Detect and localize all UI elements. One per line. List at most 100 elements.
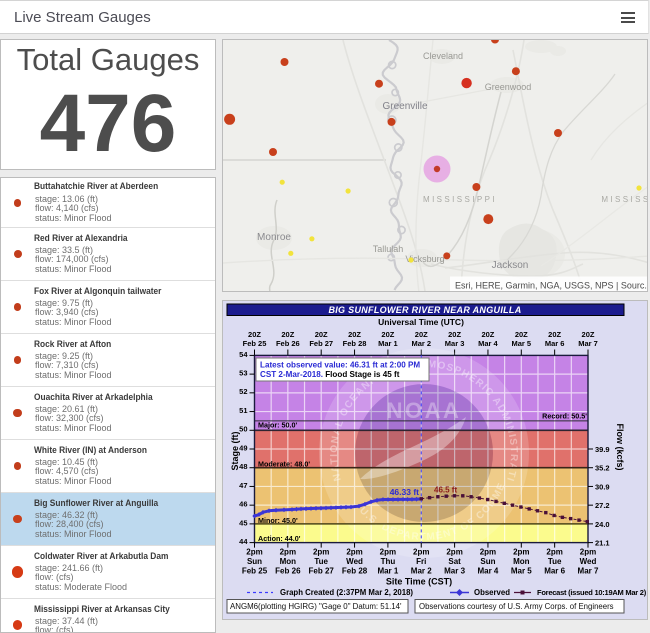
svg-text:Mar 2: Mar 2 bbox=[411, 567, 432, 576]
svg-text:20Z: 20Z bbox=[548, 330, 561, 339]
svg-text:BIG SUNFLOWER RIVER NEAR ANGUI: BIG SUNFLOWER RIVER NEAR ANGUILLA bbox=[328, 305, 521, 315]
svg-text:45: 45 bbox=[239, 518, 247, 527]
svg-text:Sun: Sun bbox=[480, 557, 495, 566]
svg-text:48: 48 bbox=[239, 462, 247, 471]
svg-text:2pm: 2pm bbox=[446, 548, 462, 557]
svg-text:Feb 28: Feb 28 bbox=[342, 567, 368, 576]
svg-text:Monroe: Monroe bbox=[257, 232, 291, 243]
svg-text:Tallulah: Tallulah bbox=[373, 244, 404, 254]
svg-text:Observed: Observed bbox=[474, 588, 510, 597]
svg-text:20Z: 20Z bbox=[582, 330, 595, 339]
svg-text:Feb 26: Feb 26 bbox=[276, 339, 300, 348]
svg-text:Feb 27: Feb 27 bbox=[309, 567, 335, 576]
svg-text:Feb 26: Feb 26 bbox=[275, 567, 301, 576]
svg-text:20Z: 20Z bbox=[348, 330, 361, 339]
svg-text:2pm: 2pm bbox=[546, 548, 562, 557]
svg-text:Greenwood: Greenwood bbox=[485, 82, 532, 92]
svg-text:Fri: Fri bbox=[416, 557, 426, 566]
svg-text:46.5 ft: 46.5 ft bbox=[434, 486, 457, 495]
svg-text:49: 49 bbox=[239, 443, 247, 452]
svg-text:20Z: 20Z bbox=[315, 330, 328, 339]
svg-text:Sat: Sat bbox=[448, 557, 461, 566]
svg-text:Mon: Mon bbox=[513, 557, 530, 566]
svg-text:2pm: 2pm bbox=[380, 548, 396, 557]
svg-text:Flow (kcfs): Flow (kcfs) bbox=[615, 423, 625, 470]
svg-text:ANGM6(plotting HGIRG) "Gage 0": ANGM6(plotting HGIRG) "Gage 0" Datum: 51… bbox=[230, 602, 402, 611]
svg-text:44: 44 bbox=[239, 537, 248, 546]
svg-text:2pm: 2pm bbox=[280, 548, 296, 557]
svg-text:2pm: 2pm bbox=[346, 548, 362, 557]
svg-text:Tue: Tue bbox=[548, 557, 562, 566]
svg-text:20Z: 20Z bbox=[448, 330, 461, 339]
svg-text:CST 2-Mar-2018. Flood Stage i: CST 2-Mar-2018. Flood Stage is 45 ft bbox=[260, 370, 400, 379]
svg-text:Graph Created (2:37PM Mar 2, 2: Graph Created (2:37PM Mar 2, 2018) bbox=[280, 588, 413, 597]
svg-text:Mar 7: Mar 7 bbox=[578, 339, 598, 348]
svg-text:Vicksburg: Vicksburg bbox=[405, 254, 444, 264]
svg-text:2pm: 2pm bbox=[580, 548, 596, 557]
svg-text:MISSISSIPPI: MISSISSIPPI bbox=[423, 195, 497, 204]
svg-text:39.9: 39.9 bbox=[595, 445, 610, 454]
svg-text:Mon: Mon bbox=[280, 557, 297, 566]
svg-text:53: 53 bbox=[239, 369, 247, 378]
svg-text:27.2: 27.2 bbox=[595, 501, 610, 510]
svg-text:Wed: Wed bbox=[580, 557, 597, 566]
svg-text:Universal Time (UTC): Universal Time (UTC) bbox=[378, 317, 464, 327]
svg-text:20Z: 20Z bbox=[481, 330, 494, 339]
svg-text:Mar 1: Mar 1 bbox=[378, 339, 398, 348]
svg-text:Feb 25: Feb 25 bbox=[243, 339, 267, 348]
svg-text:30.9: 30.9 bbox=[595, 482, 610, 491]
svg-text:51: 51 bbox=[239, 406, 247, 415]
svg-text:Observations courtesy of U.S.: Observations courtesy of U.S. Army Corps… bbox=[419, 602, 614, 611]
svg-text:20Z: 20Z bbox=[515, 330, 528, 339]
svg-text:2pm: 2pm bbox=[313, 548, 329, 557]
svg-text:Sun: Sun bbox=[247, 557, 262, 566]
svg-text:46.33 ft: 46.33 ft bbox=[390, 487, 419, 497]
svg-text:20Z: 20Z bbox=[281, 330, 294, 339]
svg-text:Esri, HERE, Garmin, NGA, USGS,: Esri, HERE, Garmin, NGA, USGS, NPS | Sou… bbox=[455, 281, 647, 291]
svg-text:NOAA: NOAA bbox=[387, 398, 462, 423]
svg-text:Mar 1: Mar 1 bbox=[377, 567, 398, 576]
svg-text:Moderate: 48.0': Moderate: 48.0' bbox=[258, 460, 310, 469]
svg-text:47: 47 bbox=[239, 481, 247, 490]
svg-text:Action: 44.0': Action: 44.0' bbox=[258, 534, 301, 543]
svg-text:Mar 5: Mar 5 bbox=[511, 567, 532, 576]
svg-text:Stage (ft): Stage (ft) bbox=[230, 432, 240, 471]
svg-text:Jackson: Jackson bbox=[492, 260, 529, 271]
svg-text:21.1: 21.1 bbox=[595, 539, 610, 548]
svg-text:52: 52 bbox=[239, 387, 247, 396]
svg-text:Site Time (CST): Site Time (CST) bbox=[386, 577, 452, 587]
svg-text:35.2: 35.2 bbox=[595, 464, 610, 473]
svg-text:Mar 7: Mar 7 bbox=[578, 567, 599, 576]
svg-text:54: 54 bbox=[239, 350, 248, 359]
svg-text:Record: 50.5': Record: 50.5' bbox=[542, 411, 587, 420]
svg-text:Mar 5: Mar 5 bbox=[512, 339, 532, 348]
svg-text:Thu: Thu bbox=[381, 557, 396, 566]
svg-text:24.0: 24.0 bbox=[595, 520, 610, 529]
svg-text:20Z: 20Z bbox=[381, 330, 394, 339]
svg-text:Feb 27: Feb 27 bbox=[309, 339, 333, 348]
svg-text:Tue: Tue bbox=[314, 557, 328, 566]
svg-text:Mar 2: Mar 2 bbox=[411, 339, 431, 348]
svg-text:Minor: 45.0': Minor: 45.0' bbox=[258, 516, 298, 525]
svg-text:Latest observed value: 46.31: Latest observed value: 46.31 ft at 2:00 … bbox=[260, 361, 420, 370]
svg-text:Mar 6: Mar 6 bbox=[544, 567, 565, 576]
svg-text:Wed: Wed bbox=[346, 557, 363, 566]
svg-text:20Z: 20Z bbox=[415, 330, 428, 339]
svg-text:Mar 3: Mar 3 bbox=[445, 339, 465, 348]
svg-text:46: 46 bbox=[239, 500, 247, 509]
svg-text:Mar 4: Mar 4 bbox=[477, 567, 498, 576]
svg-text:2pm: 2pm bbox=[480, 548, 496, 557]
svg-text:Major: 50.0': Major: 50.0' bbox=[258, 420, 298, 429]
svg-text:Forecast (issued 10:19AM Mar 2: Forecast (issued 10:19AM Mar 2) bbox=[537, 588, 647, 597]
svg-text:Mar 3: Mar 3 bbox=[444, 567, 465, 576]
svg-text:Feb 28: Feb 28 bbox=[343, 339, 367, 348]
svg-text:2pm: 2pm bbox=[513, 548, 529, 557]
svg-text:2pm: 2pm bbox=[413, 548, 429, 557]
svg-text:Cleveland: Cleveland bbox=[423, 51, 463, 61]
svg-text:2pm: 2pm bbox=[246, 548, 262, 557]
svg-text:MISSISS: MISSISS bbox=[601, 195, 647, 204]
svg-text:Greenville: Greenville bbox=[382, 101, 427, 112]
svg-text:Feb 25: Feb 25 bbox=[242, 567, 268, 576]
svg-text:20Z: 20Z bbox=[248, 330, 261, 339]
svg-text:Mar 4: Mar 4 bbox=[478, 339, 498, 348]
